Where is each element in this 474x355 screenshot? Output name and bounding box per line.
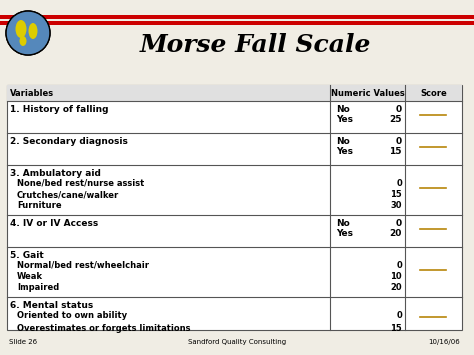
- Text: 6. Mental status: 6. Mental status: [10, 301, 93, 310]
- Text: 15: 15: [390, 147, 402, 156]
- Text: Yes: Yes: [336, 147, 353, 156]
- Text: 0: 0: [396, 219, 402, 228]
- Text: 25: 25: [390, 115, 402, 124]
- Text: Sandford Quality Consulting: Sandford Quality Consulting: [188, 339, 286, 345]
- Text: No: No: [336, 219, 350, 228]
- Text: Numeric Values: Numeric Values: [331, 88, 404, 98]
- Bar: [0, 21, 474, 25]
- Text: 0: 0: [396, 261, 402, 270]
- Text: None/bed rest/nurse assist: None/bed rest/nurse assist: [17, 179, 144, 188]
- Text: 0: 0: [396, 311, 402, 320]
- Text: Impaired: Impaired: [17, 283, 59, 292]
- Text: 3. Ambulatory aid: 3. Ambulatory aid: [10, 169, 101, 178]
- Text: Score: Score: [420, 88, 447, 98]
- Bar: [7, 85, 462, 330]
- Text: Slide 26: Slide 26: [9, 339, 37, 345]
- Text: 20: 20: [390, 229, 402, 238]
- Text: No: No: [336, 137, 350, 146]
- Text: Crutches/cane/walker: Crutches/cane/walker: [17, 190, 119, 199]
- Bar: [7, 85, 462, 101]
- Text: Weak: Weak: [17, 272, 43, 281]
- Bar: [0, 15, 474, 19]
- Text: Normal/bed rest/wheelchair: Normal/bed rest/wheelchair: [17, 261, 149, 270]
- Text: Morse Fall Scale: Morse Fall Scale: [139, 33, 371, 57]
- Text: Overestimates or forgets limitations: Overestimates or forgets limitations: [17, 324, 191, 333]
- Text: 10: 10: [391, 272, 402, 281]
- Text: 15: 15: [390, 190, 402, 199]
- Circle shape: [7, 11, 49, 55]
- Text: 4. IV or IV Access: 4. IV or IV Access: [10, 219, 98, 228]
- Text: Furniture: Furniture: [17, 201, 62, 210]
- Text: 0: 0: [396, 137, 402, 146]
- Text: 10/16/06: 10/16/06: [428, 339, 460, 345]
- Text: Variables: Variables: [10, 88, 54, 98]
- Text: Yes: Yes: [336, 115, 353, 124]
- Text: 30: 30: [391, 201, 402, 210]
- Text: 1. History of falling: 1. History of falling: [10, 105, 109, 114]
- Ellipse shape: [28, 23, 37, 39]
- Text: 15: 15: [390, 324, 402, 333]
- Text: 0: 0: [396, 105, 402, 114]
- Text: 2. Secondary diagnosis: 2. Secondary diagnosis: [10, 137, 128, 146]
- Text: 5. Gait: 5. Gait: [10, 251, 44, 260]
- Text: No: No: [336, 105, 350, 114]
- Text: 20: 20: [391, 283, 402, 292]
- Text: Yes: Yes: [336, 229, 353, 238]
- Ellipse shape: [16, 20, 27, 38]
- Text: 0: 0: [396, 179, 402, 188]
- Ellipse shape: [19, 36, 27, 46]
- Text: Oriented to own ability: Oriented to own ability: [17, 311, 127, 320]
- Circle shape: [6, 11, 50, 55]
